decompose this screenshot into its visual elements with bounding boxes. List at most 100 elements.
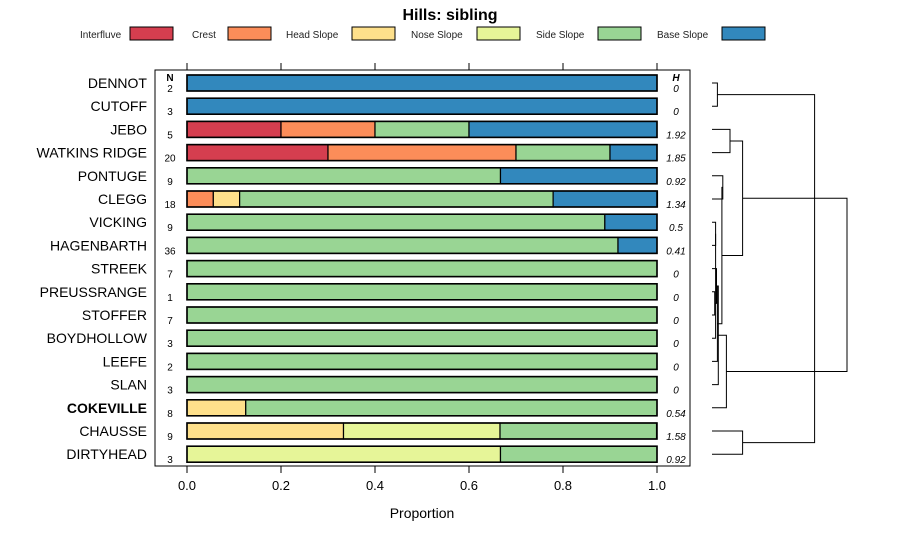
row-label: CLEGG <box>98 191 147 207</box>
bar-segment <box>468 120 658 139</box>
bar-segment <box>212 190 241 208</box>
h-label: 0.41 <box>666 246 685 257</box>
bar-outline <box>186 74 658 92</box>
bar-outline <box>186 422 658 440</box>
bar-segment <box>186 74 658 92</box>
row-label: CUTOFF <box>90 98 147 114</box>
dendrogram-branch <box>712 233 717 339</box>
row-label: DIRTYHEAD <box>66 446 147 462</box>
row-label: STREEK <box>91 261 148 277</box>
dendrogram-branch <box>712 221 717 246</box>
bar-outline <box>186 306 658 324</box>
h-label: 0 <box>673 362 679 373</box>
bar-outline <box>186 236 658 255</box>
dendrogram-branch <box>721 140 744 257</box>
bar-outline <box>186 329 658 348</box>
h-label: 0.5 <box>669 223 683 234</box>
bar-segment <box>186 329 658 347</box>
bar-segment <box>186 306 658 324</box>
bar-segment <box>186 97 658 115</box>
legend-swatch <box>597 26 642 41</box>
bar-segment <box>186 422 345 440</box>
h-label: 0.54 <box>666 409 686 420</box>
bar-outline <box>186 282 658 301</box>
row-label: HAGENBARTH <box>50 237 147 253</box>
dendrogram-branch <box>712 82 718 107</box>
h-label: 0.92 <box>666 455 686 466</box>
legend-swatch <box>129 26 174 41</box>
bar-outline <box>186 167 658 185</box>
legend-label: Base Slope <box>657 30 709 41</box>
row-label: JEBO <box>110 121 147 137</box>
bar-segment <box>186 167 502 185</box>
dendrogram-branch <box>712 430 744 455</box>
row-label: CHAUSSE <box>79 423 147 439</box>
row-label: LEEFE <box>103 353 147 369</box>
row-label: VICKING <box>89 214 147 230</box>
dendrogram-branch <box>726 197 848 373</box>
n-label: 1 <box>167 293 173 304</box>
x-tick-label: 0.0 <box>178 478 196 493</box>
bar-segment <box>374 120 470 139</box>
bar-segment <box>342 422 501 440</box>
h-label: 1.85 <box>666 154 686 165</box>
legend-label: Crest <box>192 30 216 41</box>
x-tick-label: 0.4 <box>366 478 384 493</box>
bar-segment <box>186 260 658 278</box>
h-label: 0 <box>673 107 679 118</box>
x-axis: 0.0 0.2 0.4 0.6 0.8 1.0 <box>178 466 666 493</box>
n-label: 3 <box>167 107 173 118</box>
bar-segment <box>617 236 658 254</box>
n-label: 2 <box>167 84 173 95</box>
bar-outline <box>186 375 658 394</box>
bar-outline <box>186 143 658 162</box>
n-label: 5 <box>167 130 173 141</box>
h-label: 0 <box>673 84 679 95</box>
legend-swatch <box>476 26 521 41</box>
dendrogram-branch <box>712 175 724 200</box>
bar-segment <box>186 213 606 231</box>
bar-segment <box>515 144 611 162</box>
chart-title: Hills: sibling <box>402 7 497 24</box>
n-label: 9 <box>167 432 173 443</box>
dendrogram-branch <box>717 94 816 444</box>
n-label: 7 <box>167 270 173 281</box>
top-axis-ticks <box>186 63 658 70</box>
n-label: 3 <box>167 455 173 466</box>
bar-outline <box>186 259 658 278</box>
bar-outline <box>186 190 658 208</box>
h-label: 1.34 <box>666 200 686 211</box>
legend: Interfluve Crest Head Slope Nose Slope Side … <box>80 26 766 41</box>
bar-outline <box>186 352 658 371</box>
bar-segment <box>499 445 658 463</box>
bar-segment <box>604 213 658 231</box>
bar-segment <box>186 283 658 301</box>
h-label: 0.92 <box>666 177 686 188</box>
bar-outline <box>186 398 658 417</box>
row-label: COKEVILLE <box>67 400 147 416</box>
bar-segment <box>280 120 376 139</box>
h-label: 0 <box>673 339 679 350</box>
n-label: 3 <box>167 386 173 397</box>
dendrogram-branch <box>712 291 716 316</box>
bar-outline <box>186 213 658 231</box>
row-labels: DENNOT CUTOFF JEBO WATKINS RIDGE PONTUGE CLEG… <box>37 75 148 462</box>
legend-swatch <box>721 26 766 41</box>
bar-segment <box>186 352 658 370</box>
bar-segment <box>499 422 658 440</box>
h-column-header: H <box>672 73 680 84</box>
bar-segment <box>186 120 282 139</box>
h-label: 1.58 <box>666 432 686 443</box>
row-label: PONTUGE <box>78 168 147 184</box>
n-label: 7 <box>167 316 173 327</box>
row-label: WATKINS RIDGE <box>37 145 147 161</box>
n-label: 9 <box>167 223 173 234</box>
h-label: 0 <box>673 293 679 304</box>
bar-segment <box>327 144 517 162</box>
legend-label: Nose Slope <box>411 30 463 41</box>
x-tick-label: 0.6 <box>460 478 478 493</box>
row-label: PREUSSRANGE <box>40 284 147 300</box>
bar-outline <box>186 97 658 115</box>
h-label: 1.92 <box>666 130 686 141</box>
